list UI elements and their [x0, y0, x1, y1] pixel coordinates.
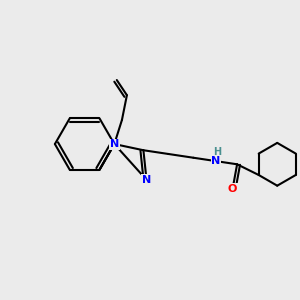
Text: O: O: [228, 184, 237, 194]
Text: H: H: [213, 147, 221, 157]
Text: N: N: [110, 139, 119, 149]
Text: N: N: [211, 156, 220, 166]
Text: N: N: [142, 175, 151, 185]
